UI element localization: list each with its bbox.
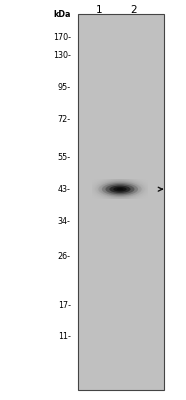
Ellipse shape — [117, 188, 123, 190]
Bar — [78, 14, 164, 390]
Ellipse shape — [95, 180, 145, 198]
Text: 130-: 130- — [53, 51, 71, 60]
Text: 72-: 72- — [57, 116, 71, 124]
Text: 95-: 95- — [57, 83, 71, 92]
Text: 17-: 17- — [58, 302, 71, 310]
Text: 2: 2 — [131, 5, 137, 15]
Text: 170-: 170- — [53, 34, 71, 42]
Text: 11-: 11- — [58, 332, 71, 341]
Ellipse shape — [102, 183, 138, 196]
Text: kDa: kDa — [53, 10, 71, 19]
Text: 34-: 34- — [58, 217, 71, 226]
Ellipse shape — [105, 184, 134, 194]
Ellipse shape — [109, 186, 131, 193]
Ellipse shape — [113, 187, 127, 192]
Ellipse shape — [98, 182, 142, 197]
Ellipse shape — [92, 180, 148, 199]
Text: 43-: 43- — [58, 185, 71, 194]
Text: 1: 1 — [96, 5, 103, 15]
Text: 26-: 26- — [58, 252, 71, 261]
Text: 55-: 55- — [57, 154, 71, 162]
